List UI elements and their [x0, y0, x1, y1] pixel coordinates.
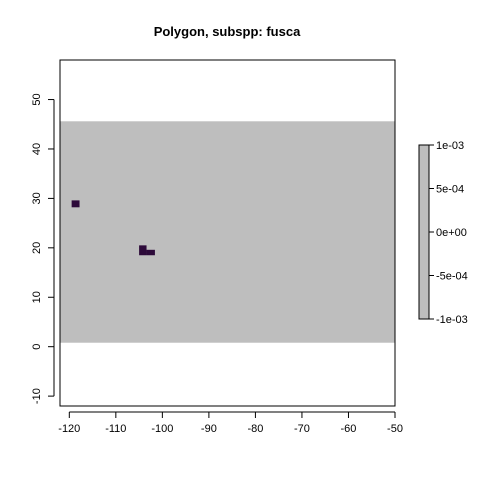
x-tick-label: -120: [58, 423, 80, 435]
x-tick-label: -70: [294, 423, 310, 435]
x-tick-label: -90: [201, 423, 217, 435]
y-tick-label: 30: [31, 192, 43, 204]
legend-tick-label: 1e-03: [436, 140, 464, 152]
raster-layer: [60, 121, 395, 343]
x-axis: -120 -110 -100 -90 -80 -70 -60 -50: [58, 411, 403, 435]
legend-tick-label: -5e-04: [436, 271, 468, 283]
x-tick-label: -80: [247, 423, 263, 435]
raster-background: [60, 121, 395, 343]
y-tick-label: 40: [31, 143, 43, 155]
legend-tick-label: 5e-04: [436, 184, 464, 196]
presence-cell: [71, 200, 80, 208]
chart-title: Polygon, subspp: fusca: [154, 24, 301, 39]
y-tick-label: 0: [31, 344, 43, 350]
y-tick-label: 20: [31, 242, 43, 254]
y-tick-label: 50: [31, 93, 43, 105]
presence-cell: [139, 245, 147, 256]
legend-color-bar: [418, 144, 430, 320]
y-axis: -10 0 10 20 30 40 50: [31, 93, 55, 404]
legend-tick-label: -1e-03: [436, 314, 468, 326]
x-tick-label: -100: [151, 423, 173, 435]
presence-cell: [146, 249, 155, 256]
y-tick-label: -10: [31, 388, 43, 404]
legend: 1e-03 5e-04 0e+00 -5e-04 -1e-03: [418, 140, 468, 326]
y-tick-label: 10: [31, 291, 43, 303]
plot-box: [59, 59, 396, 407]
x-tick-label: -50: [387, 423, 403, 435]
x-tick-label: -60: [341, 423, 357, 435]
legend-tick-label: 0e+00: [436, 227, 467, 239]
x-tick-label: -110: [105, 423, 126, 435]
